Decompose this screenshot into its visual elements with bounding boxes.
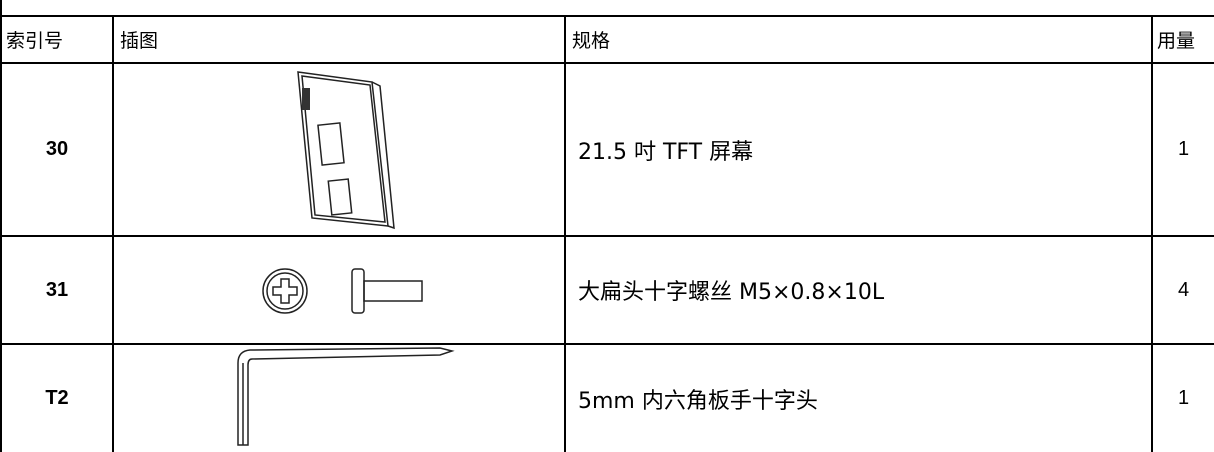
monitor-illustration [297,71,395,230]
header-cell: 索引号 [6,30,64,52]
border [112,15,114,452]
border [564,15,566,452]
index-cell: 30 [45,138,69,160]
index-cell: 31 [45,278,69,301]
spec-cell: 大扁头十字螺丝 M5×0.8×10L [578,280,885,305]
screw-illustration [262,268,423,314]
border [0,15,1214,17]
header-cell: 用量 [1157,30,1196,52]
spec-cell: 21.5 吋 TFT 屏幕 [578,139,754,165]
qty-cell: 1 [1177,138,1190,160]
border [0,343,1214,345]
qty-cell: 1 [1177,387,1190,409]
border [0,235,1214,237]
hex-key-illustration [237,347,455,446]
border [0,0,2,452]
header-cell: 规格 [572,30,611,52]
spec-cell: 5mm 内六角板手十字头 [578,388,818,414]
index-cell: T2 [45,387,69,409]
header-cell: 插图 [120,30,159,52]
qty-cell: 4 [1177,278,1190,301]
border [0,62,1214,64]
border [1151,15,1153,452]
